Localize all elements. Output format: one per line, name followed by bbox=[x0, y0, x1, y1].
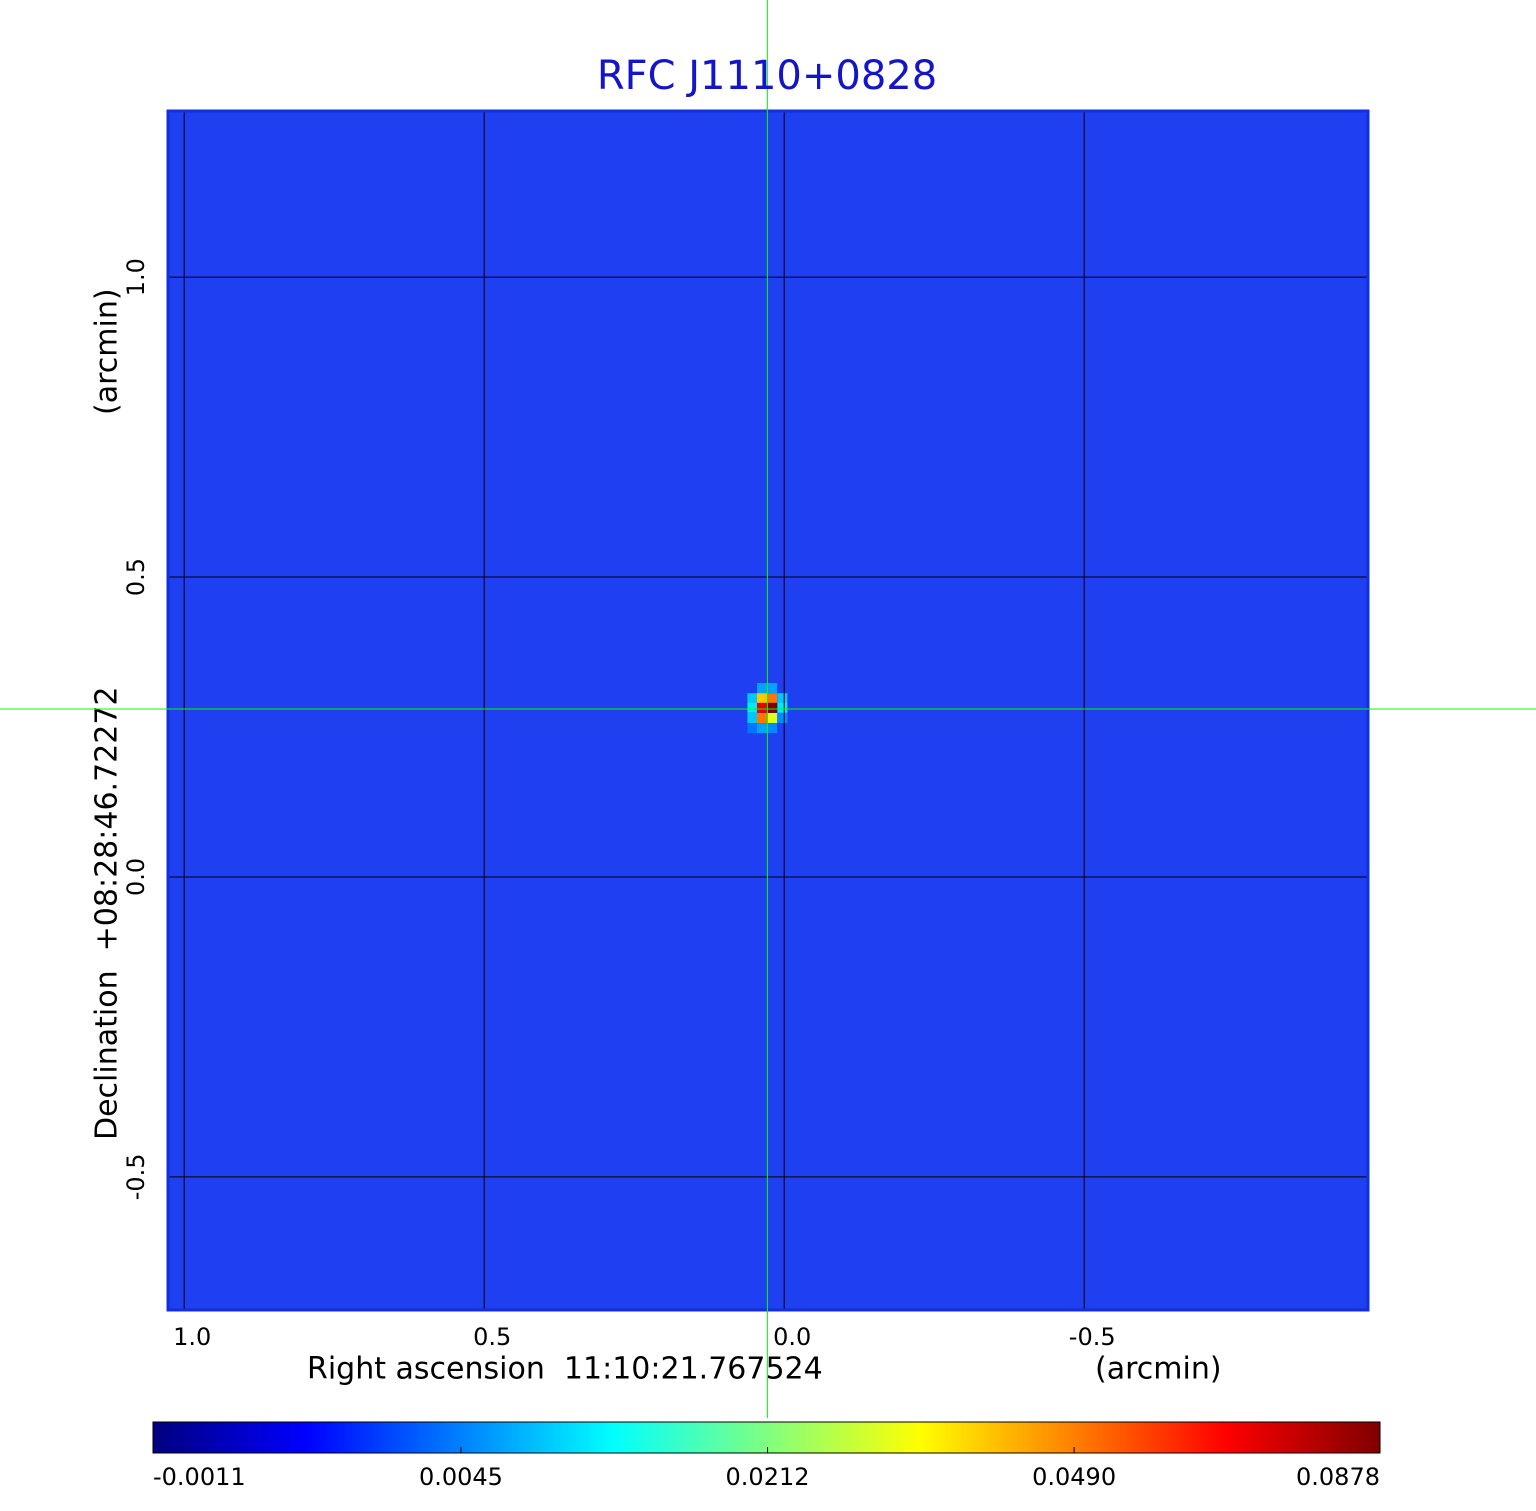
pixel bbox=[767, 683, 778, 694]
pixel bbox=[757, 693, 767, 704]
x-tick-label: 1.0 bbox=[173, 1323, 211, 1351]
x-tick-label: -0.5 bbox=[1069, 1323, 1116, 1351]
colorbar bbox=[152, 1421, 1381, 1454]
x-axis-label: Right ascension 11:10:21.767524 bbox=[307, 1352, 823, 1387]
colorbar-tick-label: 0.0045 bbox=[419, 1463, 503, 1491]
chart-title: RFC J1110+0828 bbox=[597, 53, 937, 99]
pixel bbox=[777, 693, 788, 704]
y-unit-label: (arcmin) bbox=[90, 288, 125, 415]
pixel bbox=[767, 702, 778, 713]
pixel bbox=[767, 723, 778, 734]
plot-frame bbox=[166, 109, 1370, 1312]
pixel bbox=[747, 702, 758, 713]
colorbar-tick-label: -0.0011 bbox=[153, 1463, 246, 1491]
colorbar-tick-label: 0.0212 bbox=[726, 1463, 810, 1491]
pixel bbox=[757, 723, 767, 734]
pixel bbox=[767, 693, 778, 704]
y-tick-label: -0.5 bbox=[122, 1153, 150, 1200]
colorbar-tick-label: 0.0490 bbox=[1032, 1463, 1116, 1491]
pixel bbox=[747, 693, 758, 704]
pixel bbox=[757, 712, 767, 723]
y-tick-label: 1.0 bbox=[122, 258, 150, 296]
x-tick-label: 0.0 bbox=[773, 1323, 811, 1351]
pixel bbox=[767, 712, 778, 723]
y-tick-label: 0.0 bbox=[122, 858, 150, 896]
pixel bbox=[777, 702, 788, 713]
pixel bbox=[757, 702, 767, 713]
y-axis-label: Declination +08:28:46.72272 bbox=[90, 686, 125, 1140]
pixel bbox=[777, 712, 788, 723]
x-tick-label: 0.5 bbox=[473, 1323, 511, 1351]
pixel bbox=[747, 712, 758, 723]
x-unit-label: (arcmin) bbox=[1095, 1352, 1222, 1387]
pixel bbox=[747, 723, 758, 734]
colorbar-tick-label: 0.0878 bbox=[1296, 1463, 1380, 1491]
pixel bbox=[757, 683, 767, 694]
y-tick-label: 0.5 bbox=[122, 558, 150, 596]
